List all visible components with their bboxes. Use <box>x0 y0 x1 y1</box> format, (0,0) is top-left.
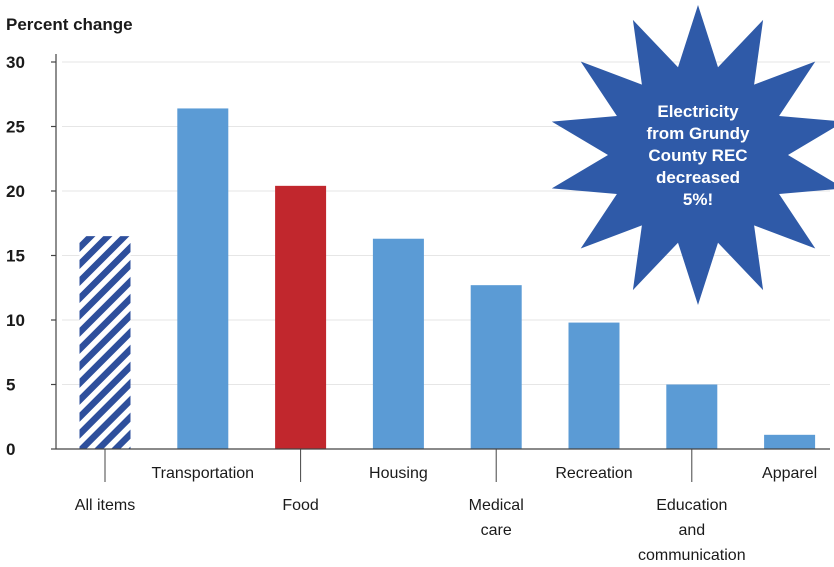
category-label: Transportation <box>152 465 255 482</box>
y-tick-label: 10 <box>6 311 25 330</box>
y-tick-label: 25 <box>6 118 25 137</box>
category-label: Housing <box>369 465 428 482</box>
callout-text: from Grundy <box>647 124 750 143</box>
bar <box>764 434 816 449</box>
callout-starburst: Electricity from Grundy County REC decrease… <box>551 5 834 305</box>
y-tick-label: 30 <box>6 53 25 72</box>
callout-text: County REC <box>648 146 747 165</box>
y-tick-label: 15 <box>6 247 25 266</box>
bar <box>372 238 424 449</box>
category-label: and <box>678 522 705 539</box>
category-label: care <box>481 522 512 539</box>
bars <box>79 108 816 449</box>
axes: 0 5 10 15 20 25 30 <box>6 53 830 459</box>
bar <box>79 236 131 449</box>
category-label: All items <box>75 497 135 514</box>
starburst-shape <box>551 5 834 305</box>
y-axis-title: Percent change <box>6 15 133 34</box>
bar <box>275 185 327 449</box>
bar <box>470 285 522 449</box>
y-tick-label: 20 <box>6 182 25 201</box>
category-label: communication <box>638 547 746 564</box>
bar <box>666 384 718 449</box>
bar <box>177 108 229 449</box>
category-label: Food <box>282 497 318 514</box>
category-label: Apparel <box>762 465 817 482</box>
category-label: Medical <box>469 497 524 514</box>
callout-text: 5%! <box>683 190 713 209</box>
bar <box>568 322 620 449</box>
callout-text: Electricity <box>657 102 739 121</box>
category-label: Education <box>656 497 727 514</box>
category-label: Recreation <box>555 465 632 482</box>
y-tick-label: 5 <box>6 376 15 395</box>
callout-text: decreased <box>656 168 740 187</box>
category-labels: All items Transportation Food Housing Medica… <box>75 449 817 564</box>
y-tick-label: 0 <box>6 440 15 459</box>
